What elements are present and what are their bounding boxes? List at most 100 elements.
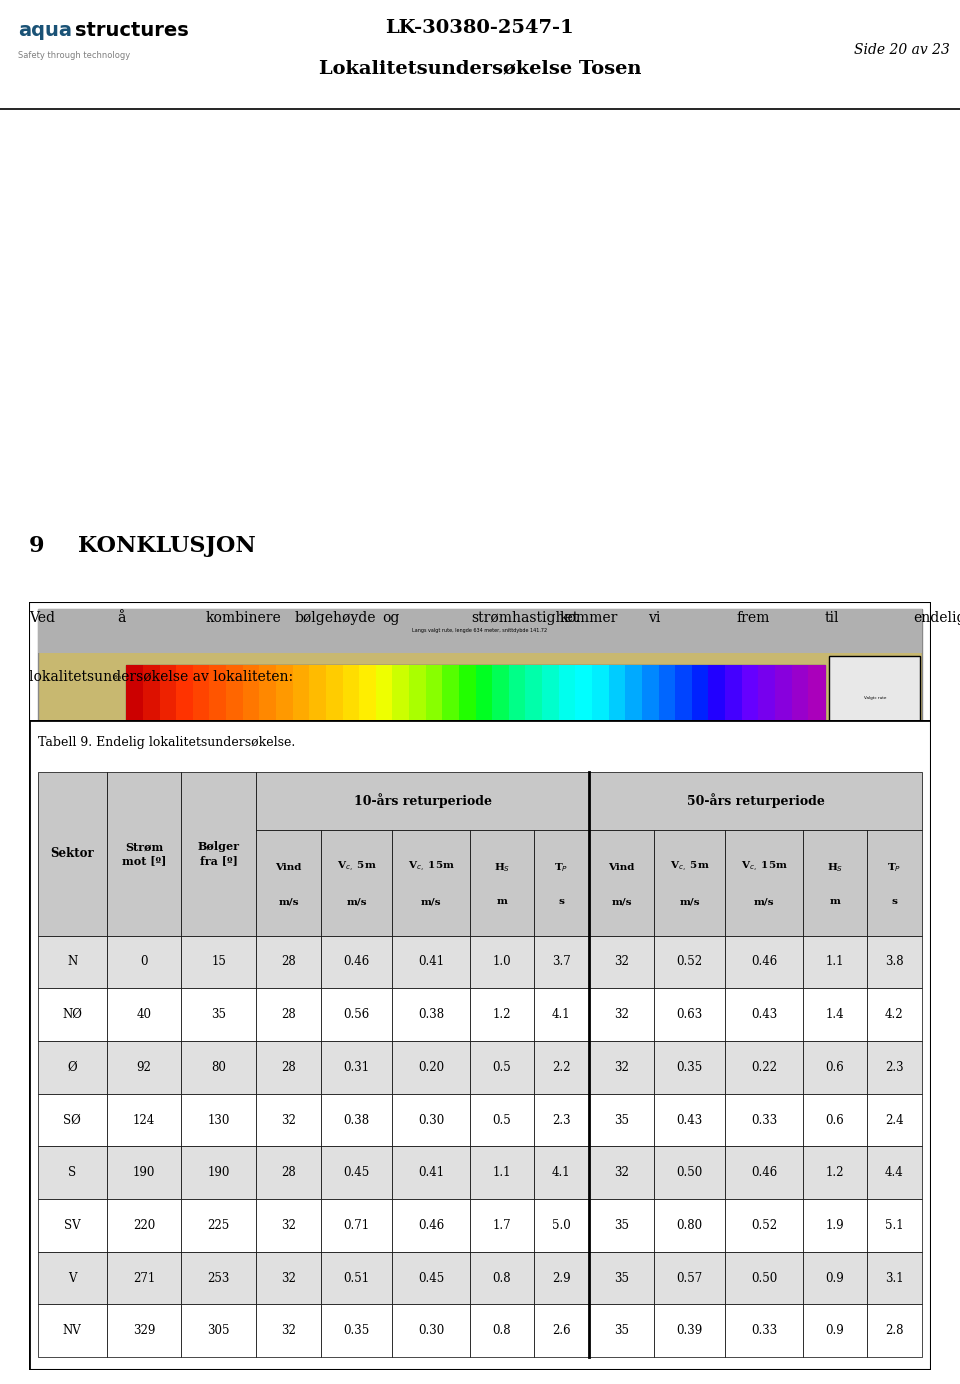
FancyBboxPatch shape	[654, 1041, 725, 1093]
Text: 30/1-2015: 30/1-2015	[859, 757, 890, 761]
Text: V$_{c,}$ 5m: V$_{c,}$ 5m	[337, 859, 376, 875]
Text: 0.45: 0.45	[418, 1272, 444, 1284]
FancyBboxPatch shape	[29, 602, 931, 1294]
FancyBboxPatch shape	[37, 609, 923, 653]
FancyBboxPatch shape	[804, 1093, 867, 1146]
FancyBboxPatch shape	[792, 666, 809, 776]
Text: 1.1: 1.1	[492, 1167, 512, 1179]
FancyBboxPatch shape	[37, 1146, 107, 1199]
Text: 0.6: 0.6	[826, 1114, 845, 1127]
Text: Olex: Olex	[873, 1212, 894, 1221]
FancyBboxPatch shape	[181, 1146, 256, 1199]
Text: 8m: 8m	[113, 674, 122, 680]
Text: 0.38: 0.38	[419, 1008, 444, 1021]
Text: 0.71: 0.71	[344, 1219, 370, 1232]
Text: V$_{c,}$ 15m: V$_{c,}$ 15m	[741, 859, 788, 875]
Text: 3.8: 3.8	[885, 955, 903, 969]
Text: 3.1: 3.1	[885, 1272, 903, 1284]
FancyBboxPatch shape	[37, 1305, 107, 1358]
Text: N: N	[67, 955, 78, 969]
Text: SØ: SØ	[63, 1114, 82, 1127]
FancyBboxPatch shape	[470, 1251, 534, 1305]
Text: Safety through technology: Safety through technology	[18, 51, 131, 60]
Text: 15: 15	[211, 955, 227, 969]
FancyBboxPatch shape	[867, 936, 923, 988]
FancyBboxPatch shape	[534, 936, 589, 988]
Text: H$_{S}$: H$_{S}$	[827, 861, 843, 873]
Text: Tabell 9. Endelig lokalitetsundersøkelse.: Tabell 9. Endelig lokalitetsundersøkelse…	[37, 736, 295, 749]
FancyBboxPatch shape	[256, 1251, 322, 1305]
FancyBboxPatch shape	[534, 830, 589, 936]
FancyBboxPatch shape	[256, 1041, 322, 1093]
Text: m/s: m/s	[347, 897, 367, 907]
Text: 2.8: 2.8	[885, 1324, 903, 1337]
FancyBboxPatch shape	[181, 1305, 256, 1358]
FancyBboxPatch shape	[37, 1204, 923, 1229]
FancyBboxPatch shape	[256, 830, 322, 936]
FancyBboxPatch shape	[659, 666, 676, 811]
FancyBboxPatch shape	[589, 830, 654, 936]
FancyBboxPatch shape	[309, 666, 326, 898]
FancyBboxPatch shape	[867, 1199, 923, 1251]
Text: 28: 28	[281, 1167, 296, 1179]
FancyBboxPatch shape	[654, 936, 725, 988]
FancyBboxPatch shape	[742, 666, 759, 789]
FancyBboxPatch shape	[325, 666, 344, 894]
Text: Ø: Ø	[67, 1062, 77, 1074]
FancyBboxPatch shape	[393, 666, 410, 877]
FancyBboxPatch shape	[181, 1041, 256, 1093]
Text: 5.0: 5.0	[552, 1219, 571, 1232]
Text: 634 meter: 634 meter	[859, 818, 891, 822]
Text: 0.33: 0.33	[751, 1324, 778, 1337]
FancyBboxPatch shape	[29, 720, 931, 1370]
FancyBboxPatch shape	[654, 1199, 725, 1251]
FancyBboxPatch shape	[642, 666, 660, 815]
Text: 0.43: 0.43	[677, 1114, 703, 1127]
Text: 4.4: 4.4	[885, 1167, 903, 1179]
FancyBboxPatch shape	[725, 1251, 804, 1305]
FancyBboxPatch shape	[804, 936, 867, 988]
FancyBboxPatch shape	[159, 666, 177, 937]
Text: 0.52: 0.52	[751, 1219, 778, 1232]
FancyBboxPatch shape	[392, 830, 470, 936]
FancyBboxPatch shape	[392, 1305, 470, 1358]
FancyBboxPatch shape	[443, 666, 460, 865]
FancyBboxPatch shape	[322, 830, 392, 936]
FancyBboxPatch shape	[107, 1041, 181, 1093]
FancyBboxPatch shape	[181, 1199, 256, 1251]
Text: 337m: 337m	[108, 943, 122, 948]
Text: T$_{P}$: T$_{P}$	[554, 861, 568, 873]
FancyBboxPatch shape	[470, 1041, 534, 1093]
Text: 92: 92	[136, 1062, 152, 1074]
FancyBboxPatch shape	[725, 1305, 804, 1358]
Text: 329m: 329m	[829, 898, 844, 904]
Text: Strøm
mot [º]: Strøm mot [º]	[122, 841, 166, 866]
FancyBboxPatch shape	[37, 1251, 107, 1305]
FancyBboxPatch shape	[534, 1041, 589, 1093]
FancyBboxPatch shape	[725, 1041, 804, 1093]
Text: 0.43: 0.43	[751, 1008, 778, 1021]
FancyBboxPatch shape	[143, 666, 160, 941]
FancyBboxPatch shape	[808, 666, 826, 772]
FancyBboxPatch shape	[534, 1146, 589, 1199]
Text: 0.63: 0.63	[677, 1008, 703, 1021]
Text: NV: NV	[63, 1324, 82, 1337]
FancyBboxPatch shape	[322, 1305, 392, 1358]
FancyBboxPatch shape	[29, 1243, 931, 1294]
FancyBboxPatch shape	[322, 1199, 392, 1251]
Polygon shape	[37, 1002, 821, 1172]
FancyBboxPatch shape	[725, 988, 804, 1041]
FancyBboxPatch shape	[725, 1199, 804, 1251]
FancyBboxPatch shape	[322, 936, 392, 988]
Polygon shape	[273, 991, 586, 1156]
Text: 0.50: 0.50	[751, 1272, 778, 1284]
FancyBboxPatch shape	[534, 1093, 589, 1146]
FancyBboxPatch shape	[804, 830, 867, 936]
Text: 0.35: 0.35	[677, 1062, 703, 1074]
Text: frem: frem	[736, 610, 770, 624]
Text: 1.0: 1.0	[492, 955, 512, 969]
Text: 0.38: 0.38	[344, 1114, 370, 1127]
FancyBboxPatch shape	[107, 1251, 181, 1305]
FancyBboxPatch shape	[127, 666, 825, 959]
FancyBboxPatch shape	[107, 1146, 181, 1199]
